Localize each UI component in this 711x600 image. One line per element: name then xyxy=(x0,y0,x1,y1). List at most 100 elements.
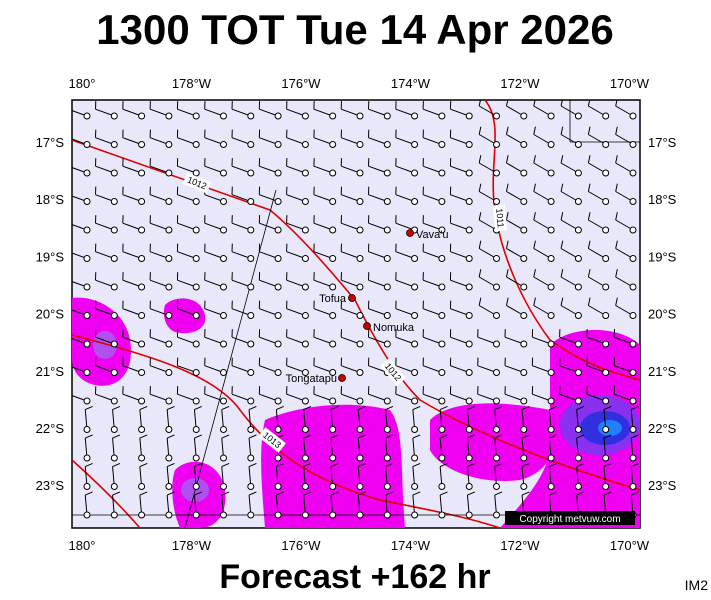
barb-station xyxy=(383,454,391,462)
barb-station xyxy=(465,426,473,433)
barb-flag xyxy=(358,462,366,468)
barb-station xyxy=(383,141,391,148)
barb-station xyxy=(411,340,419,348)
barb-station xyxy=(465,255,473,262)
barb-station xyxy=(110,226,118,234)
barb-station xyxy=(602,255,610,262)
copyright-box xyxy=(505,511,635,525)
barb-station xyxy=(493,369,500,376)
barb-station xyxy=(356,141,364,148)
barb-station xyxy=(247,369,255,376)
lat-label: 21°S xyxy=(36,364,65,379)
barb-station xyxy=(602,369,610,376)
barb-station xyxy=(411,283,419,291)
barb-flag xyxy=(358,491,366,496)
barb-station xyxy=(301,397,309,405)
barb-flag xyxy=(385,462,394,468)
barb-flag xyxy=(505,126,509,135)
barb-station xyxy=(602,312,610,319)
barb-station xyxy=(465,226,473,234)
lon-label: 174°W xyxy=(391,76,431,91)
barb-station xyxy=(274,255,282,262)
barb-flag xyxy=(521,491,530,496)
barb-station xyxy=(629,283,637,291)
barb-station xyxy=(220,141,227,148)
barb-station xyxy=(192,112,200,120)
barb-station xyxy=(301,312,309,319)
barb-station xyxy=(247,312,255,319)
barb-flag xyxy=(631,491,639,496)
barb-station xyxy=(301,112,309,120)
barb-flag xyxy=(439,434,448,439)
barb-station xyxy=(547,255,555,262)
barb-flag xyxy=(194,491,203,496)
barb-station xyxy=(274,198,282,205)
barb-station xyxy=(165,426,173,433)
barb-station xyxy=(438,255,446,262)
barb-flag xyxy=(330,405,339,411)
boundary-line xyxy=(184,189,277,528)
barb-flag xyxy=(494,462,503,468)
barb-flag xyxy=(248,491,257,496)
barb-station xyxy=(383,511,391,519)
barb-station xyxy=(110,340,118,348)
barb-station xyxy=(192,283,200,291)
barb-station xyxy=(83,169,91,177)
barb-station xyxy=(110,369,118,376)
barb-station xyxy=(356,340,364,348)
barb-station xyxy=(274,483,282,490)
barb-station xyxy=(602,141,610,148)
lat-label: 23°S xyxy=(36,478,65,493)
barb-station xyxy=(520,112,528,120)
barb-station xyxy=(465,112,473,120)
barb-flag xyxy=(587,212,591,221)
barb-station xyxy=(383,226,391,234)
barb-station xyxy=(493,312,500,319)
barb-flag xyxy=(533,155,536,164)
barb-station xyxy=(110,454,118,462)
barb-flag xyxy=(505,297,509,306)
barb-flag xyxy=(478,183,482,192)
barb-station xyxy=(220,340,227,348)
barb-station xyxy=(247,198,255,205)
barb-flag xyxy=(560,155,564,164)
barb-station xyxy=(274,511,282,519)
barb-station xyxy=(220,226,227,234)
barb-flag xyxy=(139,405,148,411)
barb-station xyxy=(438,369,446,376)
barb-flag xyxy=(560,297,564,306)
barb-flag xyxy=(166,434,175,439)
barb-station xyxy=(465,141,473,148)
barb-flag xyxy=(533,297,536,306)
barb-station xyxy=(247,169,255,177)
barb-station xyxy=(110,283,118,291)
barb-flag xyxy=(587,100,591,107)
barb-flag xyxy=(505,240,509,249)
barb-station xyxy=(329,283,337,291)
barb-station xyxy=(220,426,227,433)
barb-flag xyxy=(112,491,121,496)
barb-station xyxy=(629,312,637,319)
barb-station xyxy=(356,483,364,490)
barb-station xyxy=(138,340,146,348)
barb-station xyxy=(547,369,555,376)
barb-station xyxy=(83,397,91,405)
barb-station xyxy=(629,112,637,120)
barb-station xyxy=(574,226,582,234)
barb-station xyxy=(356,312,364,319)
barb-flag xyxy=(505,183,509,192)
barb-flag xyxy=(631,405,639,411)
barb-flag xyxy=(330,462,339,468)
barb-station xyxy=(356,369,364,376)
barb-station xyxy=(329,226,337,234)
barb-station xyxy=(329,369,337,376)
barb-station xyxy=(247,340,255,348)
barb-station xyxy=(493,255,500,262)
barb-station xyxy=(438,141,446,148)
isobar-label: 1011 xyxy=(494,208,506,228)
barb-station xyxy=(274,141,282,148)
barb-station xyxy=(629,369,637,376)
barb-station xyxy=(356,112,364,120)
barb-station xyxy=(83,426,91,433)
